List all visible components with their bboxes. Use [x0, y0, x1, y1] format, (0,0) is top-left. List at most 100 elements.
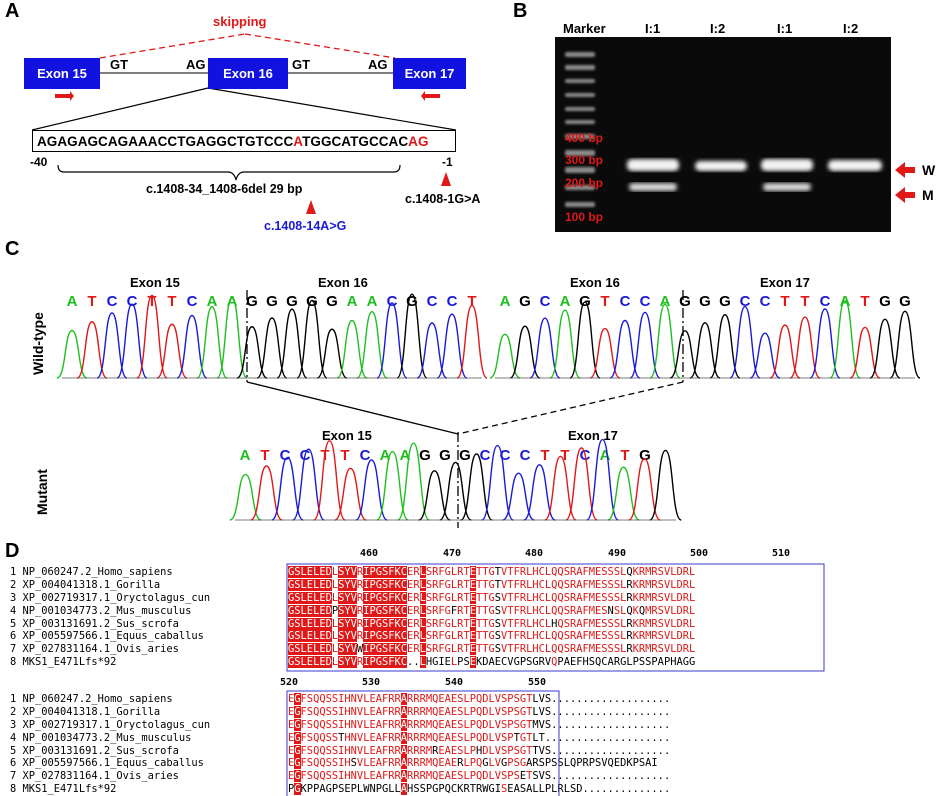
base-letter: C — [359, 447, 371, 464]
sequence-name: 1 NP_060247.2_Homo_sapiens — [10, 566, 173, 578]
skipping-label: skipping — [213, 14, 267, 29]
alignment-row: GSLELEDLSYVRIPGSFKCERLSRFGLRTETTGSVTFRLH… — [288, 617, 696, 630]
trace-peak — [376, 450, 409, 521]
trace-peak — [229, 473, 262, 521]
trace-peak — [136, 294, 168, 379]
base-letter: T — [780, 293, 790, 310]
tick-540: 540 — [445, 677, 464, 688]
trace-peak — [628, 458, 661, 521]
base-letter: A — [239, 447, 251, 464]
base-letter: G — [406, 293, 418, 310]
panel-label-c: C — [5, 238, 20, 260]
chromatogram-wt-right — [489, 300, 921, 379]
trace-peak — [729, 305, 761, 379]
alignment-row: GSLELEDLSYVRIPGSFKCERLSRFGLRTETTGTVTFRLH… — [288, 578, 696, 591]
trace-peak — [313, 440, 346, 521]
base-letter: C — [426, 293, 438, 310]
sequence-prefix: AGAGAGCAGAAACCTGAGGCTGTCCC — [37, 134, 294, 149]
mut-exon17-label: Exon 17 — [568, 428, 618, 443]
wt-right-exon16-label: Exon 16 — [570, 275, 620, 290]
band-label-w: W — [922, 162, 936, 178]
tick-510: 510 — [772, 548, 791, 559]
trace-peak — [529, 317, 561, 379]
sequence-name: 3 XP_002719317.1_Oryctolagus_cun — [10, 591, 211, 604]
base-letter: C — [479, 447, 491, 464]
exon-17-box: Exon 17 — [393, 58, 466, 89]
base-letter: G — [459, 447, 471, 464]
base-letter: T — [260, 447, 270, 464]
trace-peak — [789, 316, 821, 379]
trace-peak — [439, 461, 472, 521]
panel-label-a: A — [5, 0, 20, 22]
trace-peak — [589, 327, 621, 379]
intron-sequence-box: AGAGAGCAGAAACCTGAGGCTGTCCCATGGCATGCCACAG — [32, 130, 456, 152]
trace-peak — [456, 304, 488, 379]
sequence-mutation-ag: AG — [408, 134, 429, 149]
trace-peak — [849, 326, 881, 379]
trace-peak — [769, 324, 801, 379]
trace-peak — [76, 321, 108, 379]
base-letter: C — [446, 293, 458, 310]
base-letter: T — [560, 447, 570, 464]
trace-peak — [176, 314, 208, 379]
trace-peak — [355, 459, 388, 521]
splice-site-ag-1: AG — [186, 57, 206, 72]
base-letter: A — [599, 447, 611, 464]
base-letter: A — [379, 447, 391, 464]
trace-peak — [418, 470, 451, 521]
base-letter: T — [167, 293, 177, 310]
lane-label-1: I:1 — [645, 21, 661, 36]
trace-peak — [296, 299, 328, 379]
tick-520: 520 — [280, 677, 299, 688]
trace-peak — [649, 449, 682, 521]
base-letter: G — [439, 447, 451, 464]
sequence-name: 6 XP_005597566.1_Equus_caballus — [10, 757, 204, 770]
alignment-row: EGFSQQSSIHNVLEAFRRARRRMREAESLPHDLVSPSGTT… — [288, 744, 671, 757]
trace-peak — [356, 311, 388, 379]
base-letter: C — [186, 293, 198, 310]
lane-label-2: I:2 — [710, 21, 726, 36]
panel-label-d: D — [5, 540, 20, 562]
size-label-300: 300 bp — [565, 153, 604, 167]
base-letter: C — [539, 293, 551, 310]
base-letter: G — [639, 447, 651, 464]
sequence-name: 2 XP_004041318.1_Gorilla — [10, 578, 161, 591]
trace-peak — [236, 326, 268, 379]
trace-peak — [629, 311, 661, 379]
trace-peak — [586, 438, 619, 521]
trace-peak — [709, 314, 741, 379]
lane-label-4: I:2 — [843, 21, 859, 36]
band-arrows — [895, 162, 915, 203]
alignment-row: GSLELEDLSYVRIPGSFKC..LHGIELPSEKDAECVGPSG… — [288, 656, 696, 669]
trace-peak — [336, 319, 368, 379]
trace-peak — [502, 472, 535, 521]
sequence-name: 7 XP_027831164.1_Ovis_aries — [10, 770, 179, 783]
base-letter: G — [879, 293, 891, 310]
trace-peak — [869, 318, 901, 379]
alignment-row: EGFSQQSSIHNVLEAFRRARRRMQEAESLPQDLVSPSETS… — [288, 770, 671, 783]
size-label-400: 400 bp — [565, 131, 604, 145]
alignment-row: GSLELEDLSYVRIPGSFKCERLSRFGLRTETTGSVTFRLH… — [288, 630, 696, 643]
gel-bands — [565, 52, 882, 207]
base-letter: T — [147, 293, 157, 310]
trace-peak — [316, 328, 348, 379]
tick-500: 500 — [690, 548, 709, 559]
exon-16-box: Exon 16 — [208, 58, 288, 89]
variant-label-14: c.1408-14A>G — [264, 219, 347, 233]
base-letter: C — [279, 447, 291, 464]
trace-peak — [569, 301, 601, 379]
alignment-names-block-1: 1 NP_060247.2_Homo_sapiens 2 XP_004041318… — [10, 566, 210, 669]
trace-peak — [489, 333, 521, 379]
position-minus-1: -1 — [442, 155, 453, 169]
sequence-name: 8 MKS1_E471Lfs*92 — [10, 656, 117, 669]
base-letter: C — [126, 293, 138, 310]
base-letter: A — [226, 293, 238, 310]
trace-peak — [549, 309, 581, 379]
alignment-row: GSLELEDPSYVRIPGSFKCERLSRFGFRTETTGSVTFRLH… — [288, 604, 696, 617]
base-letter: G — [306, 293, 318, 310]
trace-peak — [271, 456, 304, 521]
sequence-name: 5 XP_003131691.2_Sus_scrofa — [10, 744, 179, 757]
band-label-m: M — [922, 187, 934, 203]
